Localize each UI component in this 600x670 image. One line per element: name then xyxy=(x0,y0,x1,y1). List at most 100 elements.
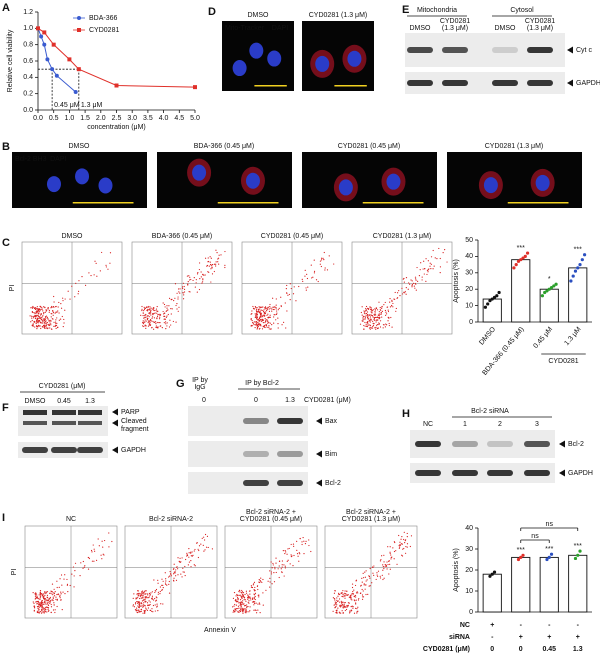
flow-dot xyxy=(403,547,405,550)
flow-dot xyxy=(138,611,140,613)
flow-dot xyxy=(262,319,264,321)
flow-dot xyxy=(326,269,329,271)
flow-dot xyxy=(152,309,155,311)
nucleus xyxy=(347,50,362,67)
flow-dot xyxy=(156,310,158,313)
flow-dot xyxy=(361,306,363,308)
flow-dot xyxy=(189,279,191,281)
flow-dot xyxy=(198,549,200,552)
flow-dot xyxy=(39,315,41,318)
flow-dot xyxy=(144,319,146,321)
flow-dot xyxy=(69,298,71,300)
flow-dot xyxy=(385,324,388,326)
flow-dot xyxy=(43,608,45,610)
flow-dot xyxy=(361,598,364,600)
flow-dot xyxy=(254,326,256,329)
flow-dot xyxy=(165,583,167,585)
flow-dot xyxy=(380,309,382,311)
flow-dot xyxy=(346,606,348,608)
flow-dot xyxy=(34,312,36,314)
flow-dot xyxy=(238,602,240,604)
flow-dot xyxy=(150,310,152,313)
flow-dot xyxy=(43,322,45,324)
flow-dot xyxy=(149,320,152,322)
flow-dot xyxy=(94,260,96,262)
flow-dot xyxy=(39,591,41,593)
flow-dot xyxy=(261,328,264,330)
flow-dot xyxy=(367,593,369,595)
flow-dot xyxy=(179,557,181,559)
flow-dot xyxy=(269,314,271,316)
flow-dot xyxy=(39,321,41,323)
flow-dot xyxy=(250,313,252,315)
flow-dot xyxy=(154,591,156,594)
flow-dot xyxy=(376,323,379,326)
flow-dot xyxy=(42,310,44,312)
flow-dot xyxy=(387,546,389,548)
flow-dot xyxy=(204,549,206,551)
flow-dot xyxy=(251,601,254,603)
flow-dot xyxy=(364,318,366,320)
flow-dot xyxy=(38,311,41,313)
flow-dot xyxy=(35,311,38,313)
flow-dot xyxy=(101,540,103,542)
scale-bar xyxy=(362,202,424,204)
flow-dot xyxy=(39,597,41,599)
x-tick-label: 1.3 μM xyxy=(563,326,582,347)
flow-dot xyxy=(44,318,46,321)
flow-dot xyxy=(375,321,377,323)
flow-dot xyxy=(368,575,370,577)
flow-dot xyxy=(46,591,49,593)
flow-dot xyxy=(159,313,161,315)
flow-dot xyxy=(144,593,146,595)
flow-dot xyxy=(256,324,259,326)
flow-dot xyxy=(153,307,155,309)
flow-dot xyxy=(384,566,386,568)
replicate-point xyxy=(486,302,490,306)
flow-dot xyxy=(254,594,256,596)
flow-dot xyxy=(405,539,407,541)
flow-dot xyxy=(141,590,144,592)
flow-dot xyxy=(254,592,257,594)
flow-dot xyxy=(44,591,46,593)
flow-dot xyxy=(377,575,379,577)
flow-dot xyxy=(255,612,258,614)
flow-dot xyxy=(38,317,41,319)
flow-dot xyxy=(243,603,245,605)
flow-dot xyxy=(255,609,257,612)
flow-dot xyxy=(193,564,195,566)
flow-dot xyxy=(32,315,34,318)
flow-dot xyxy=(384,314,387,316)
flow-dot xyxy=(42,609,44,611)
flow-dot xyxy=(51,593,53,595)
flow-dot xyxy=(170,313,172,315)
flow-dot xyxy=(289,299,291,301)
flow-dot xyxy=(333,604,335,606)
y-tick-label: 50 xyxy=(465,237,473,244)
flow-dot xyxy=(388,324,390,327)
flow-dot xyxy=(84,565,86,567)
flow-dot xyxy=(44,594,46,597)
flow-dot xyxy=(365,570,367,572)
flow-dot xyxy=(74,570,76,572)
flow-dot xyxy=(145,316,147,318)
table-row-label: CYD0281 (μM) xyxy=(423,646,470,653)
flow-dot xyxy=(55,324,58,327)
flow-dot xyxy=(257,322,259,324)
y-tick-label: 40 xyxy=(465,525,473,532)
flow-dot xyxy=(358,598,360,600)
flow-dot xyxy=(210,281,212,283)
flow-dot xyxy=(357,610,359,612)
flow-dot xyxy=(104,539,106,542)
flow-dot xyxy=(405,545,407,548)
flow-dot xyxy=(66,584,68,586)
flow-dot xyxy=(90,274,92,277)
flow-dot xyxy=(40,308,42,310)
flow-dot xyxy=(31,306,33,308)
flow-dot xyxy=(35,597,37,599)
flow-dot xyxy=(182,282,185,284)
flow-dot xyxy=(255,310,258,313)
flow-dot xyxy=(224,250,226,253)
flow-dot xyxy=(359,323,362,325)
flow-dot xyxy=(444,249,446,251)
